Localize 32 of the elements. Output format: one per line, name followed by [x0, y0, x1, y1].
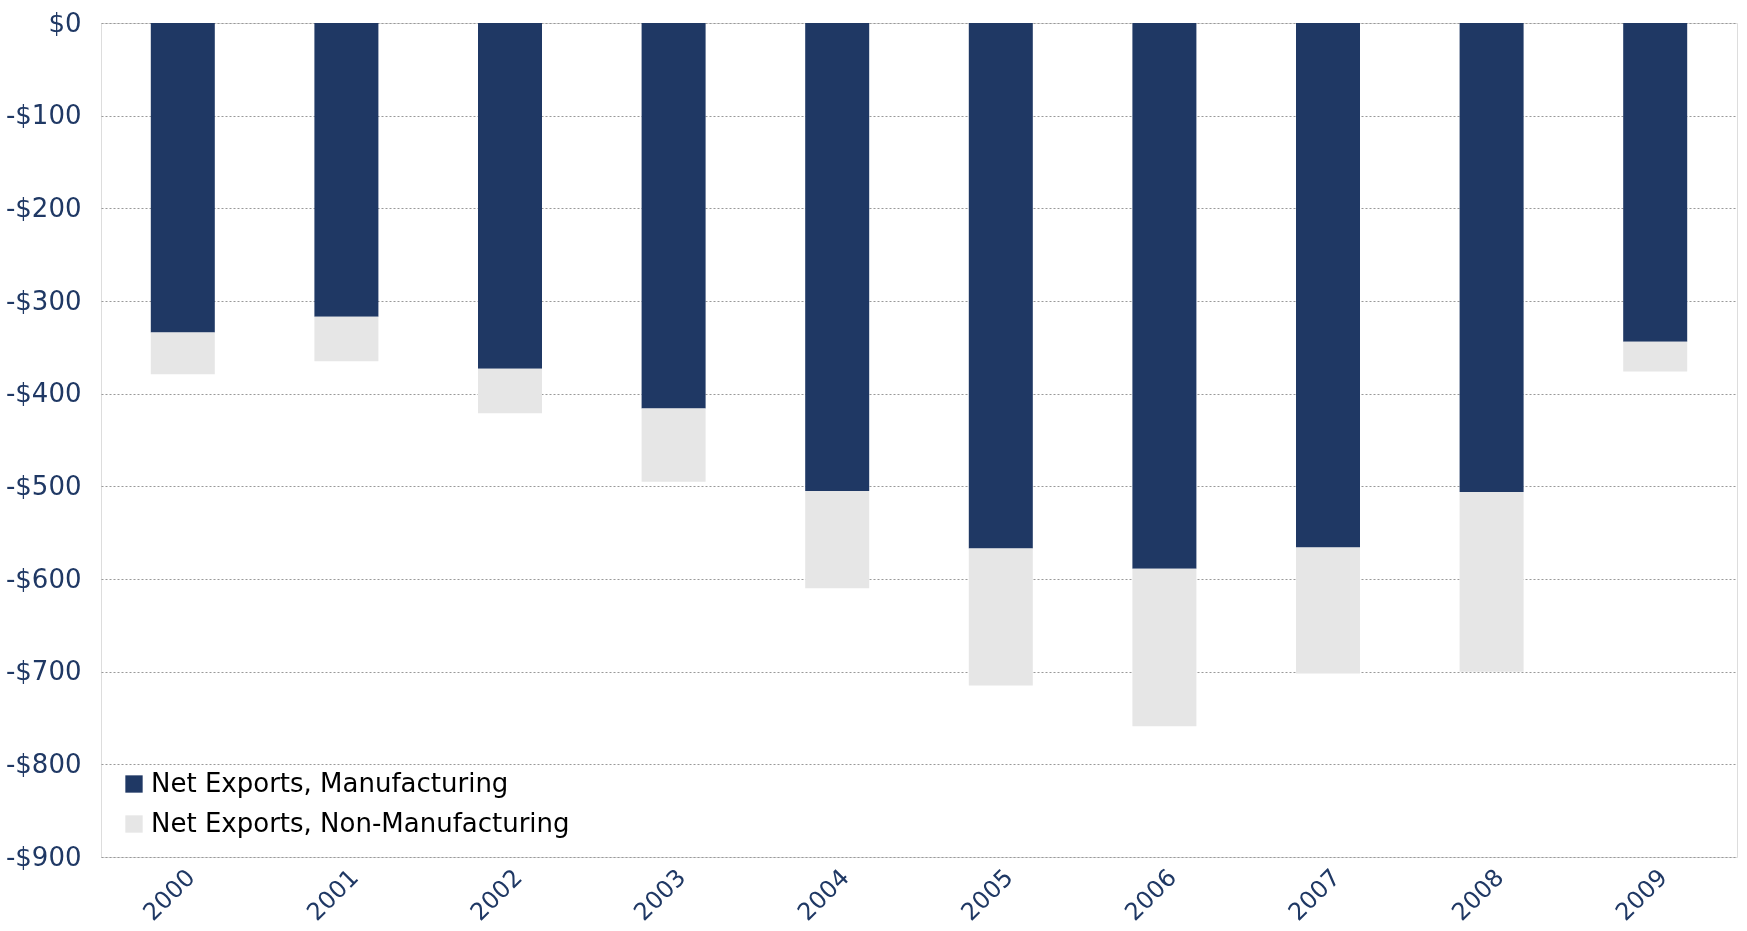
- legend-label: Net Exports, Manufacturing: [151, 768, 509, 798]
- bar: [150, 23, 215, 333]
- bar: [805, 490, 870, 589]
- bar: [1623, 23, 1688, 342]
- bar: [314, 23, 379, 317]
- y-tick-label: -$700: [5, 656, 82, 687]
- y-tick-label: -$100: [5, 100, 82, 131]
- y-tick-label: -$500: [5, 470, 82, 501]
- y-tick-label: -$900: [5, 841, 82, 872]
- y-tick-label: -$800: [5, 748, 82, 779]
- bar: [1296, 23, 1360, 548]
- bar: [1132, 568, 1197, 727]
- bar: [641, 408, 706, 482]
- bar: [150, 332, 215, 375]
- y-tick-label: -$600: [5, 563, 82, 594]
- bar: [968, 548, 1033, 686]
- bar: [1459, 491, 1524, 672]
- bar: [641, 23, 706, 409]
- y-tick-label: -$400: [5, 378, 82, 409]
- bar: [478, 368, 542, 414]
- bar: [1459, 23, 1524, 492]
- y-tick-label: $0: [48, 7, 82, 38]
- bar: [1132, 23, 1197, 569]
- legend-label: Net Exports, Non-Manufacturing: [151, 808, 570, 838]
- bar: [478, 23, 542, 369]
- bar: [968, 23, 1033, 549]
- bar: [1296, 547, 1360, 674]
- bar: [1623, 341, 1688, 372]
- y-tick-label: -$200: [5, 192, 82, 223]
- bar: [805, 23, 870, 491]
- y-tick-label: -$300: [5, 285, 82, 316]
- bar: [314, 316, 379, 362]
